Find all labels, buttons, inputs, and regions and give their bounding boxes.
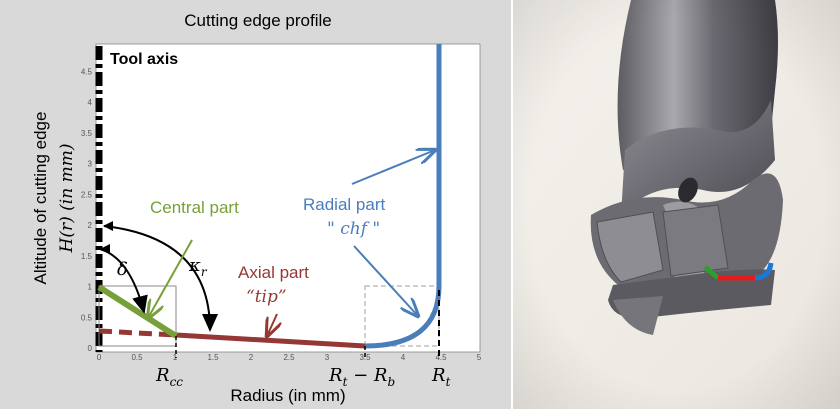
delta-angle-label: δ — [117, 259, 128, 280]
y-tick-label: 2 — [88, 221, 93, 230]
kappa-angle-arc — [103, 225, 218, 332]
photo-vignette — [513, 0, 840, 409]
rt-minus-rb-label: Rt − Rb — [328, 365, 395, 389]
x-tick-label: 0.5 — [131, 353, 143, 362]
central-part-label: Central part — [150, 198, 239, 217]
central-part-reference-box — [98, 285, 177, 347]
radial-part-symbol: " chf " — [327, 219, 380, 239]
x-tick-label: 3 — [325, 353, 330, 362]
rt-label: Rt — [431, 365, 451, 389]
y-tick-label: 0.5 — [81, 313, 93, 322]
axial-part-symbol: “tip” — [246, 287, 287, 307]
kappa-angle-label: κr — [188, 255, 208, 279]
end-mill-illustration — [513, 0, 840, 409]
axial-part-arrow — [267, 313, 277, 336]
x-tick-label: 0 — [97, 353, 102, 362]
y-tick-label: 0 — [88, 344, 93, 353]
x-tick-label: 5 — [477, 353, 482, 362]
y-tick-labels: 0 0.5 1 1.5 2 2.5 3 3.5 4 4.5 — [81, 67, 93, 353]
y-axis-label: Altitude of cutting edge — [31, 112, 50, 285]
y-tick-label: 3.5 — [81, 129, 93, 138]
radial-part-arrow-lower — [353, 245, 418, 316]
x-tick-label: 4.5 — [435, 353, 447, 362]
diagram-title: Cutting edge profile — [184, 11, 331, 30]
end-mill-photo — [513, 0, 840, 409]
x-tick-label: 1.5 — [207, 353, 219, 362]
radial-part-label: Radial part — [303, 195, 385, 214]
cutting-edge-profile-diagram: Cutting edge profile Tool axis 0 0.5 1 1.5 2… — [31, 11, 482, 405]
y-tick-label: 1.5 — [81, 252, 93, 261]
y-tick-label: 1 — [88, 283, 93, 292]
y-tick-label: 3 — [88, 160, 93, 169]
radial-part-arrow-upper — [351, 150, 435, 185]
x-tick-label: 4 — [401, 353, 406, 362]
delta-arc-start-arrow — [100, 244, 110, 254]
x-axis-label: Radius (in mm) — [230, 386, 345, 405]
y-axis-math-label: H(r) (in mm) — [57, 144, 77, 254]
y-tick-label: 4 — [88, 98, 93, 107]
x-tick-labels: 0 0.5 1 1.5 2 2.5 3 3.5 4 4.5 5 — [97, 353, 482, 362]
cutting-edge-diagram-panel: Cutting edge profile Tool axis 0 0.5 1 1.5 2… — [0, 0, 511, 409]
y-tick-label: 4.5 — [81, 67, 93, 76]
x-tick-label: 3.5 — [359, 353, 371, 362]
x-tick-label: 2 — [249, 353, 254, 362]
rcc-label: Rcc — [155, 365, 183, 389]
x-tick-label: 2.5 — [283, 353, 295, 362]
central-part-arrow — [148, 239, 193, 318]
y-tick-label: 2.5 — [81, 190, 93, 199]
tool-axis-label: Tool axis — [110, 51, 178, 68]
axial-part-dashed-extension — [98, 328, 177, 338]
axial-part-label: Axial part — [238, 263, 309, 282]
kappa-arc-start-arrow — [103, 221, 113, 231]
